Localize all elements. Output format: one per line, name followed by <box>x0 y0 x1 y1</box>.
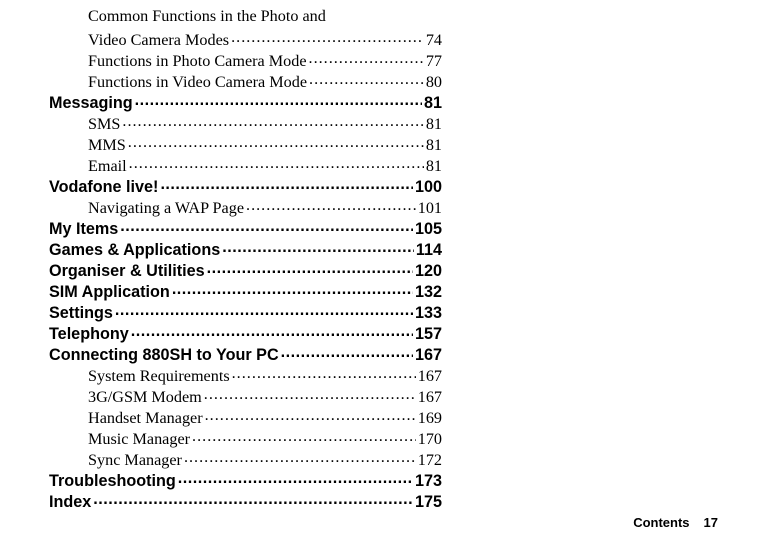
toc-page-number: 167 <box>415 347 442 363</box>
toc-label: Games & Applications <box>49 242 220 258</box>
toc-page-number: 81 <box>426 158 442 174</box>
toc-page-number: 169 <box>418 410 442 426</box>
toc-label: 3G/GSM Modem <box>88 389 202 405</box>
toc-label: My Items <box>49 221 118 237</box>
toc-page-number: 81 <box>426 137 442 153</box>
toc-label: Vodafone live! <box>49 179 158 195</box>
toc-section-row: Games & Applications 114 <box>49 239 442 260</box>
toc-label: Messaging <box>49 95 133 111</box>
page: Common Functions in the Photo and Video C… <box>0 0 767 548</box>
toc-page-number: 173 <box>415 473 442 489</box>
dot-leader <box>128 134 424 150</box>
toc-page-number: 101 <box>418 200 442 216</box>
toc-label: System Requirements <box>88 368 230 384</box>
toc-page-number: 80 <box>426 74 442 90</box>
toc-label: Email <box>88 158 127 174</box>
dot-leader <box>172 281 413 297</box>
toc-sub-row: Functions in Photo Camera Mode 77 <box>49 50 442 71</box>
page-footer: Contents 17 <box>633 515 718 530</box>
toc-page-number: 81 <box>424 95 442 111</box>
toc-page-number: 120 <box>415 263 442 279</box>
toc-wrapped-line1: Common Functions in the Photo and <box>49 8 442 29</box>
dot-leader <box>246 197 416 213</box>
toc-section-row: Organiser & Utilities 120 <box>49 260 442 281</box>
footer-label: Contents <box>633 515 689 530</box>
toc-label: Functions in Photo Camera Mode <box>88 53 307 69</box>
toc-label: SIM Application <box>49 284 170 300</box>
dot-leader <box>129 155 424 171</box>
dot-leader <box>120 218 413 234</box>
dot-leader <box>184 449 416 465</box>
toc-sub-row: Sync Manager 172 <box>49 449 442 470</box>
toc-page-number: 167 <box>418 389 442 405</box>
toc-wrapped-line2: Video Camera Modes 74 <box>49 29 442 50</box>
toc-section-row: My Items 105 <box>49 218 442 239</box>
toc-label: MMS <box>88 137 126 153</box>
toc-label: Settings <box>49 305 113 321</box>
dot-leader <box>232 365 416 381</box>
toc-label: Music Manager <box>88 431 190 447</box>
dot-leader <box>281 344 413 360</box>
toc-label: Handset Manager <box>88 410 203 426</box>
toc-sub-row: Handset Manager 169 <box>49 407 442 428</box>
toc-section-row: Index 175 <box>49 491 442 512</box>
toc-sub-row: Music Manager 170 <box>49 428 442 449</box>
toc-section-row: SIM Application 132 <box>49 281 442 302</box>
toc-section-row: Messaging 81 <box>49 92 442 113</box>
toc-label: Organiser & Utilities <box>49 263 205 279</box>
dot-leader <box>309 71 424 87</box>
toc-page-number: 132 <box>415 284 442 300</box>
toc-label: Functions in Video Camera Mode <box>88 74 307 90</box>
toc-sub-row: System Requirements 167 <box>49 365 442 386</box>
toc-label: Video Camera Modes <box>88 32 229 48</box>
toc-sub-row: SMS 81 <box>49 113 442 134</box>
dot-leader <box>204 386 416 402</box>
dot-leader <box>135 92 422 108</box>
toc-section-row: Vodafone live! 100 <box>49 176 442 197</box>
dot-leader <box>93 491 413 507</box>
dot-leader <box>160 176 413 192</box>
toc-section-row: Connecting 880SH to Your PC 167 <box>49 344 442 365</box>
dot-leader <box>192 428 416 444</box>
toc-page-number: 74 <box>426 32 442 48</box>
dot-leader <box>115 302 413 318</box>
toc-sub-row: Navigating a WAP Page 101 <box>49 197 442 218</box>
dot-leader <box>222 239 414 255</box>
toc-label: Common Functions in the Photo and <box>88 8 326 24</box>
toc-page-number: 175 <box>415 494 442 510</box>
toc-page-number: 105 <box>415 221 442 237</box>
toc-label: Sync Manager <box>88 452 182 468</box>
dot-leader <box>205 407 416 423</box>
toc-page-number: 100 <box>415 179 442 195</box>
toc-page-number: 77 <box>426 53 442 69</box>
toc-label: Connecting 880SH to Your PC <box>49 347 279 363</box>
toc-page-number: 81 <box>426 116 442 132</box>
toc-section-row: Troubleshooting 173 <box>49 470 442 491</box>
toc-page-number: 172 <box>418 452 442 468</box>
toc-label: SMS <box>88 116 120 132</box>
dot-leader <box>131 323 413 339</box>
toc-label: Telephony <box>49 326 129 342</box>
dot-leader <box>309 50 424 66</box>
toc-label: Troubleshooting <box>49 473 176 489</box>
footer-page-number: 17 <box>704 515 718 530</box>
toc-page-number: 167 <box>418 368 442 384</box>
toc-section-row: Settings 133 <box>49 302 442 323</box>
dot-leader <box>178 470 413 486</box>
toc-sub-row: Email 81 <box>49 155 442 176</box>
toc-label: Navigating a WAP Page <box>88 200 244 216</box>
toc-label: Index <box>49 494 91 510</box>
dot-leader <box>207 260 413 276</box>
dot-leader <box>122 113 423 129</box>
toc-page-number: 114 <box>416 242 442 258</box>
toc-sub-row: 3G/GSM Modem 167 <box>49 386 442 407</box>
table-of-contents: Common Functions in the Photo and Video C… <box>49 8 442 512</box>
toc-sub-row: MMS 81 <box>49 134 442 155</box>
toc-page-number: 157 <box>415 326 442 342</box>
toc-sub-row: Functions in Video Camera Mode 80 <box>49 71 442 92</box>
toc-section-row: Telephony 157 <box>49 323 442 344</box>
dot-leader <box>231 29 424 45</box>
toc-page-number: 170 <box>418 431 442 447</box>
toc-page-number: 133 <box>415 305 442 321</box>
